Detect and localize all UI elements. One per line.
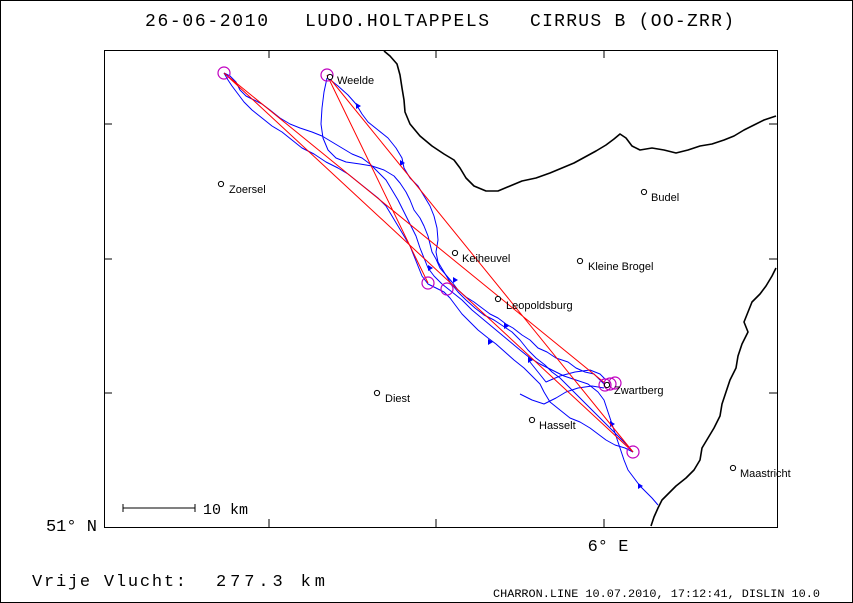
place-marker (217, 180, 225, 188)
country-border-east (650, 267, 777, 527)
place-marker (576, 257, 584, 265)
place-marker (603, 381, 611, 389)
place-marker (640, 188, 648, 196)
turnpoint-marker (603, 377, 617, 391)
title-pilot: LUDO.HOLTAPPELS (305, 12, 489, 32)
turnpoint-marker (598, 378, 612, 392)
turnpoint-marker (440, 282, 454, 296)
longitude-label: 6° E (588, 538, 629, 557)
place-marker (729, 464, 737, 472)
flight-track-segment (223, 72, 634, 453)
flight-type-label: Vrije Vlucht: (32, 573, 186, 592)
place-kleine-brogel: Kleine Brogel (576, 257, 653, 273)
place-zwartberg: Zwartberg (603, 381, 664, 397)
place-marker (326, 73, 334, 81)
track-direction-marker (528, 357, 533, 363)
title: 26-06-2010 LUDO.HOLTAPPELS CIRRUS B (OO-… (145, 12, 734, 32)
country-borders (383, 50, 777, 527)
flight-track-segment (529, 361, 607, 383)
place-zoersel: Zoersel (217, 180, 266, 196)
place-maastricht: Maastricht (729, 464, 791, 480)
track-direction-marker (428, 265, 433, 271)
country-border-north (383, 50, 777, 192)
place-label: Kleine Brogel (588, 261, 653, 273)
place-hasselt: Hasselt (528, 416, 576, 432)
place-label: Leopoldsburg (506, 300, 573, 312)
track-direction-marker (638, 483, 643, 489)
track-direction-marker (453, 277, 458, 283)
credit-line: CHARRON.LINE 10.07.2010, 17:12:41, DISLI… (493, 589, 820, 601)
place-budel: Budel (640, 188, 679, 204)
track-direction-marker (488, 339, 493, 345)
map-frame (104, 50, 778, 528)
track-direction-marker (356, 103, 361, 109)
place-label: Keiheuvel (462, 253, 510, 265)
turnpoint-marker (217, 66, 231, 80)
title-glider: CIRRUS B (OO-ZRR) (530, 12, 734, 32)
place-marker (373, 389, 381, 397)
turnpoint-marker (320, 68, 334, 82)
place-weelde: Weelde (326, 73, 374, 87)
scale-bar: 10 km (122, 502, 248, 519)
flight-track (223, 72, 659, 506)
flight-track-segment (327, 77, 634, 453)
latitude-label: 51° N (46, 518, 97, 537)
map-frame-group (104, 50, 778, 528)
place-label: Weelde (337, 75, 374, 87)
turnpoint-marker (421, 276, 435, 290)
place-diest: Diest (373, 389, 410, 405)
flight-track-segment (320, 77, 607, 387)
place-label: Hasselt (539, 420, 576, 432)
place-label: Diest (385, 393, 410, 405)
flight-track-segment (519, 385, 605, 405)
flight-distance: 277.3 km (216, 573, 325, 592)
place-label: Zwartberg (614, 385, 664, 397)
place-leopoldsburg: Leopoldsburg (494, 295, 573, 312)
task-legs (223, 72, 634, 453)
place-marker (494, 295, 502, 303)
place-marker (451, 249, 459, 257)
place-keiheuvel: Keiheuvel (451, 249, 510, 265)
places: Weelde Zoersel Budel Keiheuvel Kleine Br… (217, 73, 791, 480)
track-direction-marker (400, 160, 405, 166)
track-direction-marker (504, 323, 509, 329)
turnpoint-marker (626, 445, 640, 459)
place-label: Zoersel (229, 184, 266, 196)
scale-bar-label: 10 km (203, 502, 248, 519)
place-marker (528, 416, 536, 424)
place-label: Maastricht (740, 468, 791, 480)
title-date: 26-06-2010 (145, 12, 268, 32)
place-label: Budel (651, 192, 679, 204)
